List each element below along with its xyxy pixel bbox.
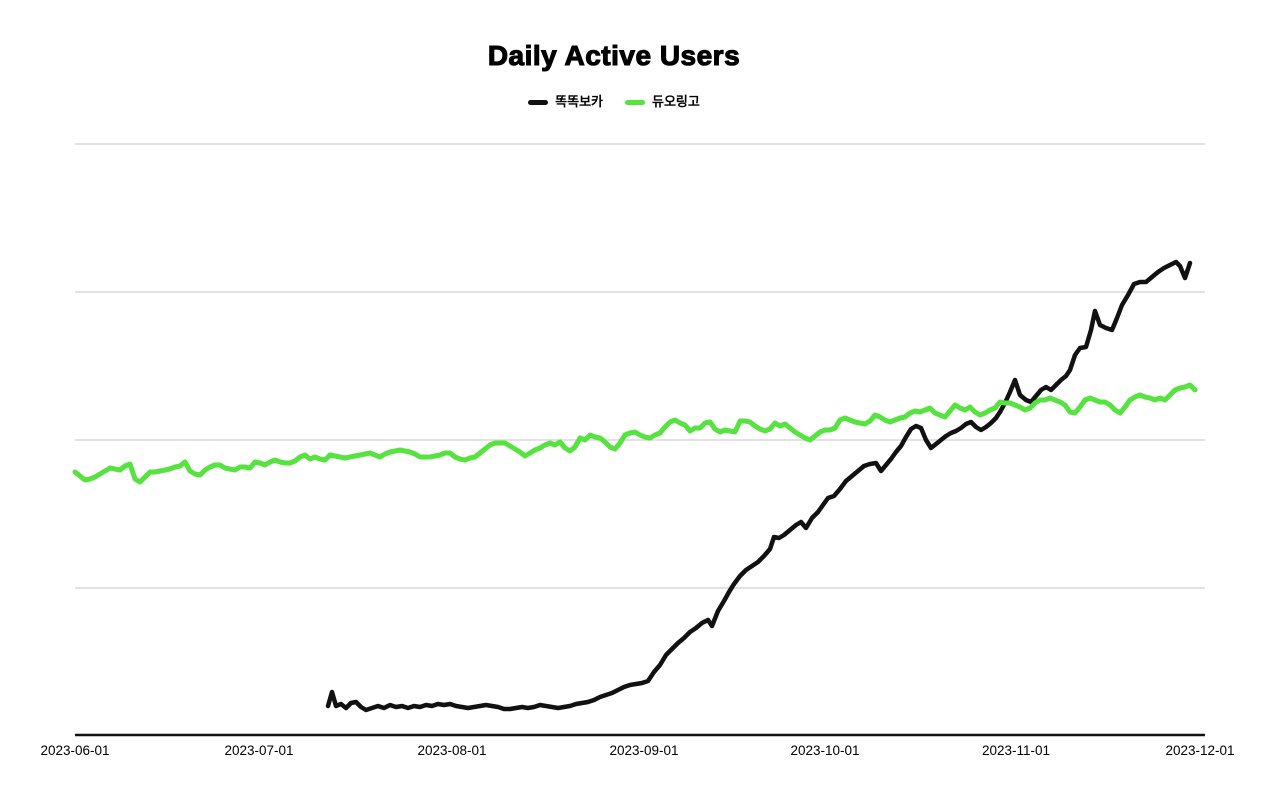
legend-label-duolingo: 듀오링고 (652, 94, 700, 109)
legend-swatch-black-icon (528, 99, 549, 105)
series-lines (72, 259, 1198, 713)
legend-swatch-green-icon (625, 99, 645, 105)
x-axis-tick-label: 2023-10-01 (790, 743, 860, 758)
x-axis-tick-label: 2023-07-01 (224, 743, 294, 758)
x-axis-tick-label: 2023-06-01 (40, 743, 110, 758)
x-axis-tick-labels: 2023-06-01 2023-07-01 2023-08-01 2023-09-01… (0, 743, 1280, 763)
legend: 똑똑보카 듀오링고 (0, 95, 1228, 109)
chart-title: Daily Active Users (487, 39, 741, 71)
x-axis-tick-label: 2023-12-01 (1165, 743, 1235, 758)
legend-item-ttokttok-voca: 똑똑보카 (528, 95, 603, 109)
series-line-ttokttok-voca (325, 259, 1193, 713)
x-axis-tick-label: 2023-09-01 (609, 743, 679, 758)
legend-item-duolingo: 듀오링고 (625, 95, 700, 109)
legend-label-ttokttok-voca: 똑똑보카 (555, 94, 603, 109)
x-axis-tick-label: 2023-11-01 (981, 743, 1051, 758)
series-line-duolingo (72, 382, 1198, 485)
x-axis-tick-label: 2023-08-01 (417, 743, 487, 758)
gridlines (75, 143, 1205, 589)
